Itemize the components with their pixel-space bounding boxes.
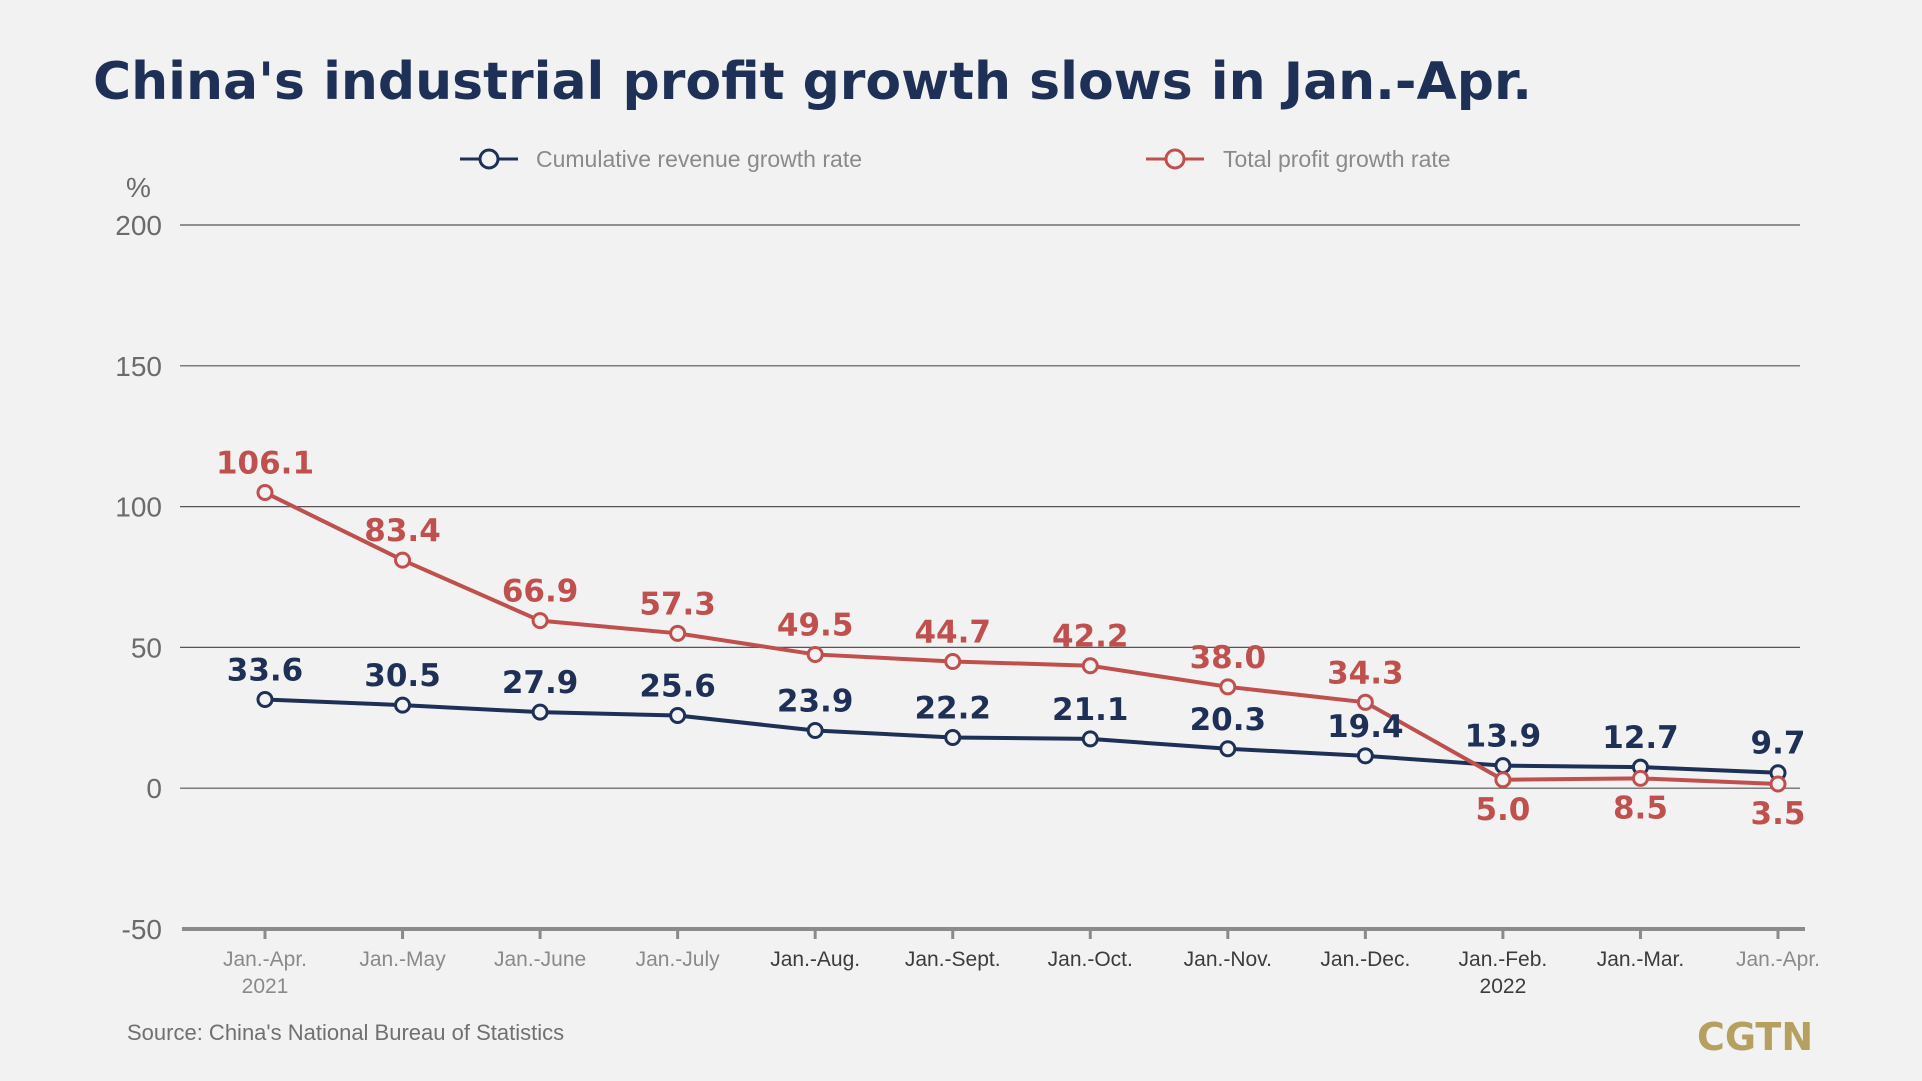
- y-tick-label: 100: [115, 492, 162, 523]
- x-tick-label: Jan.-July: [636, 948, 721, 971]
- data-point: [1356, 693, 1374, 711]
- source-note: Source: China's National Bureau of Stati…: [127, 1020, 564, 1045]
- data-point: [1494, 757, 1512, 775]
- data-point: [256, 690, 274, 708]
- data-labels: 33.6 30.5 27.9 25.6 23.9 22.2 21.1 20.3 19.4 13.9…: [216, 446, 1805, 832]
- x-tick-label: Jan.-Feb.: [1459, 948, 1548, 971]
- data-point: [944, 652, 962, 670]
- x-axis-tick-labels: Jan.-Apr. 2021 Jan.-May Jan.-June Jan.-July J…: [223, 948, 1820, 998]
- data-label: 33.6: [227, 652, 304, 688]
- data-point: [669, 624, 687, 642]
- data-label: 23.9: [777, 683, 854, 719]
- y-axis-unit: %: [126, 172, 151, 203]
- y-tick-label: -50: [122, 914, 162, 945]
- data-label: 8.5: [1613, 790, 1668, 826]
- legend-item-revenue: Cumulative revenue growth rate: [460, 146, 862, 172]
- data-label: 30.5: [364, 658, 441, 694]
- chart-title: China's industrial profit growth slows i…: [93, 52, 1532, 112]
- legend-label-revenue: Cumulative revenue growth rate: [536, 146, 862, 172]
- data-label: 38.0: [1190, 640, 1267, 676]
- data-label: 27.9: [502, 665, 579, 701]
- y-tick-label: 150: [115, 351, 162, 382]
- data-point: [806, 645, 824, 663]
- data-point: [1769, 775, 1787, 793]
- data-point: [806, 721, 824, 739]
- legend-marker-revenue: [478, 148, 500, 170]
- data-label: 19.4: [1327, 709, 1404, 745]
- data-label: 66.9: [502, 574, 579, 610]
- y-tick-label: 50: [131, 632, 162, 663]
- data-point: [669, 707, 687, 725]
- data-label: 3.5: [1751, 796, 1806, 832]
- data-point: [394, 696, 412, 714]
- data-label: 21.1: [1052, 692, 1129, 728]
- data-label: 20.3: [1190, 702, 1267, 738]
- data-label: 106.1: [216, 446, 314, 482]
- x-tick-year-label: 2021: [242, 975, 289, 998]
- y-axis-ticks: 200 150 100 50 0 -50: [115, 210, 162, 945]
- data-label: 25.6: [639, 669, 716, 705]
- data-point: [531, 612, 549, 630]
- data-point: [944, 729, 962, 747]
- x-tick-label: Jan.-May: [359, 948, 446, 971]
- x-tick-label: Jan.-Apr.: [1736, 948, 1820, 971]
- data-label: 5.0: [1475, 792, 1530, 828]
- data-point: [1356, 747, 1374, 765]
- data-point: [531, 703, 549, 721]
- data-label: 22.2: [914, 691, 991, 727]
- cgtn-logo: CGTN: [1697, 1015, 1813, 1059]
- data-label: 13.9: [1465, 719, 1542, 755]
- y-tick-label: 0: [146, 773, 162, 804]
- data-point: [1081, 657, 1099, 675]
- x-tick-label: Jan.-Nov.: [1184, 948, 1272, 971]
- x-tick-label: Jan.-Dec.: [1320, 948, 1410, 971]
- series-line-revenue: [264, 697, 1779, 775]
- x-tick-label: Jan.-Apr.: [223, 948, 307, 971]
- data-label: 83.4: [364, 513, 441, 549]
- data-label: 12.7: [1602, 720, 1679, 756]
- data-label: 42.2: [1052, 619, 1129, 655]
- legend-label-profit: Total profit growth rate: [1223, 146, 1451, 172]
- data-point: [1081, 730, 1099, 748]
- x-tick-label: Jan.-Mar.: [1597, 948, 1685, 971]
- x-tick-label: Jan.-June: [494, 948, 586, 971]
- data-label: 49.5: [777, 607, 854, 643]
- legend-item-profit: Total profit growth rate: [1146, 146, 1451, 172]
- x-axis: [182, 927, 1805, 939]
- x-tick-year-label: 2022: [1480, 975, 1527, 998]
- data-point: [256, 484, 274, 502]
- legend: Cumulative revenue growth rate Total pro…: [460, 146, 1451, 172]
- data-point: [1219, 678, 1237, 696]
- data-label: 44.7: [914, 614, 991, 650]
- legend-marker-profit: [1164, 148, 1186, 170]
- data-point: [1631, 769, 1649, 787]
- data-point: [394, 551, 412, 569]
- x-tick-label: Jan.-Aug.: [770, 948, 860, 971]
- series-line-profit: [264, 490, 1779, 786]
- x-tick-label: Jan.-Sept.: [905, 948, 1001, 971]
- x-tick-label: Jan.-Oct.: [1048, 948, 1133, 971]
- data-point: [1219, 740, 1237, 758]
- gridlines: [180, 224, 1800, 789]
- data-point: [1494, 771, 1512, 789]
- y-tick-label: 200: [115, 210, 162, 241]
- data-label: 34.3: [1327, 655, 1404, 691]
- series-layer: [256, 484, 1787, 793]
- data-label: 57.3: [639, 586, 716, 622]
- data-label: 9.7: [1751, 726, 1806, 762]
